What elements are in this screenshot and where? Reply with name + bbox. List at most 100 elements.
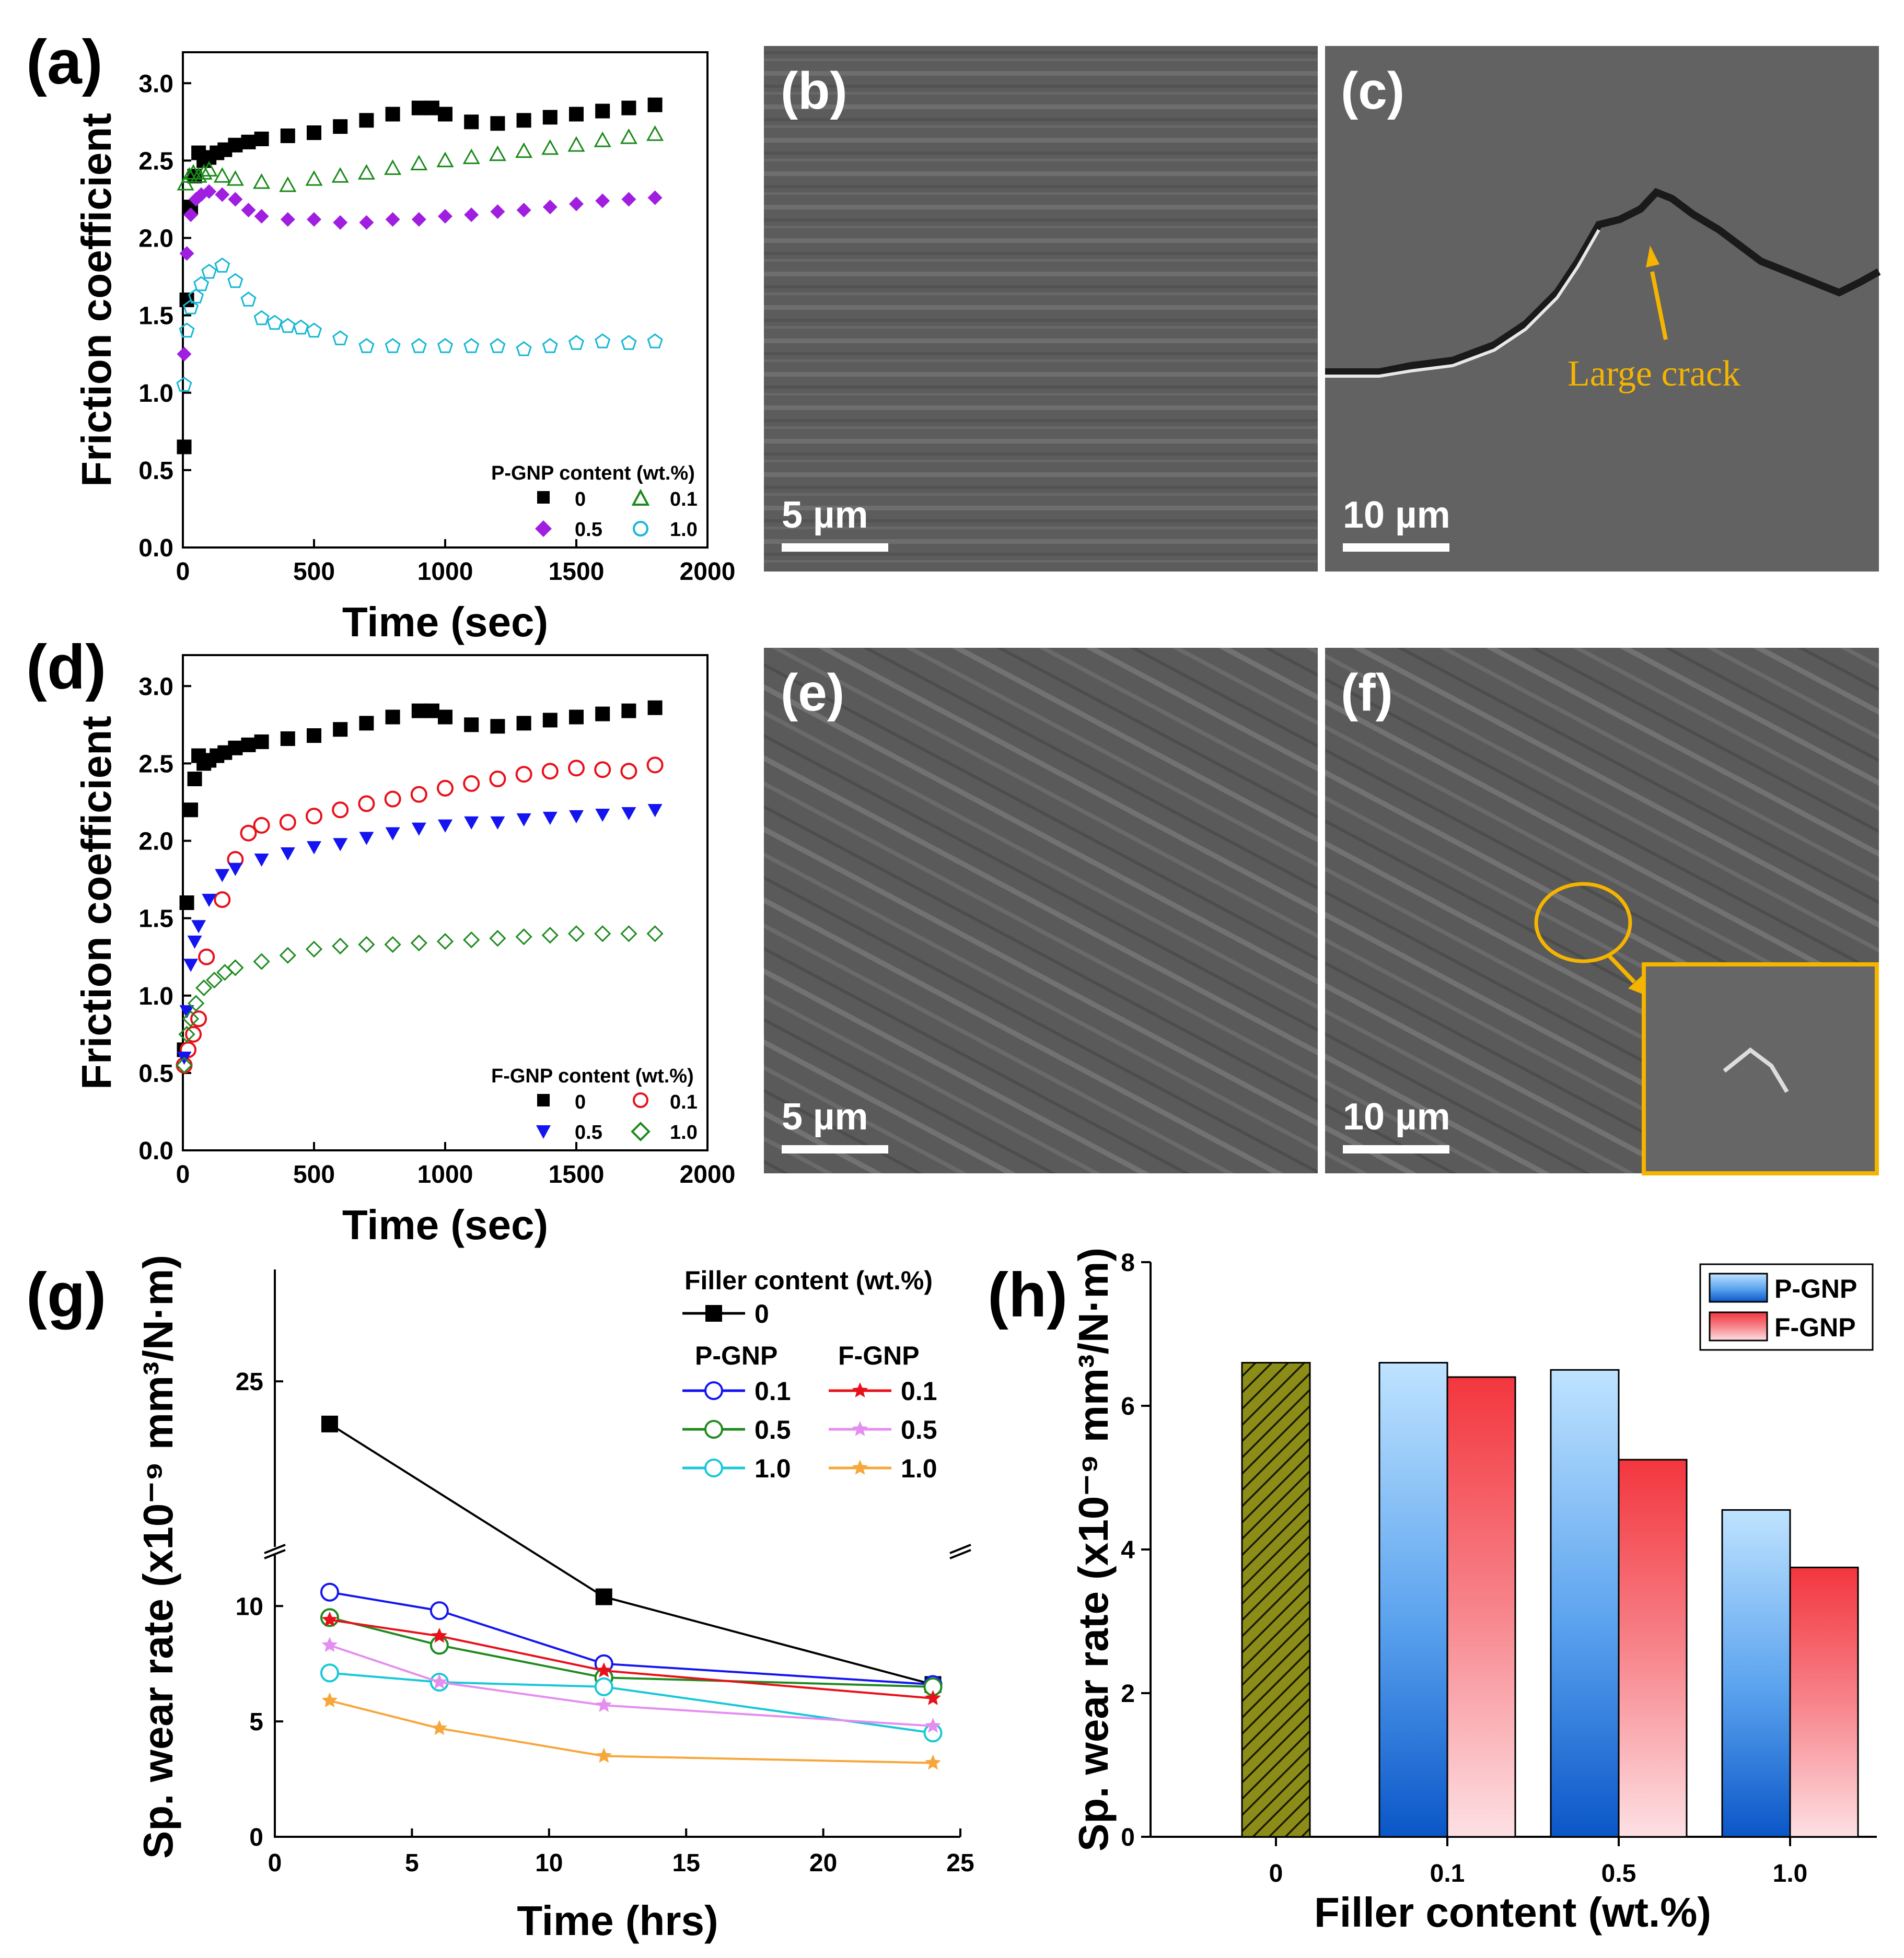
scale-label: 5 µm <box>782 1096 868 1138</box>
bar-p-gnp <box>1721 1509 1791 1838</box>
highlight-ellipse <box>1534 882 1632 963</box>
panel-label-f: (f) <box>1341 663 1393 722</box>
data-point <box>852 1460 868 1475</box>
data-point <box>595 1588 612 1605</box>
data-point <box>182 299 199 314</box>
data-point <box>332 801 349 819</box>
chart-d-ticks: 0 500 1000 1500 2000 0.0 0.5 1.0 1.5 2.0 2.5 3.0 <box>138 673 735 1188</box>
data-point <box>332 937 349 955</box>
data-point <box>621 100 636 115</box>
panel-label-a: (a) <box>26 27 103 97</box>
data-point <box>437 338 454 353</box>
bar-f-gnp <box>1618 1459 1688 1838</box>
legend-label: 0.1 <box>670 1091 698 1113</box>
chart-a-marks <box>176 97 664 454</box>
data-point <box>332 330 349 345</box>
series-line <box>329 1644 933 1727</box>
data-point <box>358 936 375 953</box>
data-point <box>620 763 637 780</box>
data-point <box>305 940 323 958</box>
data-point <box>228 863 243 876</box>
y-tick-label: 1.5 <box>138 905 173 933</box>
data-point <box>307 841 321 855</box>
chart-g-xlabel: Time (hrs) <box>517 1897 718 1944</box>
chart-d-marks <box>176 700 664 1074</box>
data-point <box>176 1056 193 1074</box>
data-point <box>201 263 217 279</box>
data-point <box>925 1718 941 1733</box>
bar-p-gnp <box>1378 1362 1448 1838</box>
y-tick-label: 2.5 <box>138 147 173 175</box>
data-point <box>385 212 400 227</box>
data-point <box>568 760 585 777</box>
x-tick-label: 0 <box>176 558 190 586</box>
data-point <box>411 822 426 836</box>
data-point <box>852 1382 868 1397</box>
data-point <box>594 131 611 147</box>
y-tick-label: 4 <box>1121 1536 1135 1564</box>
data-point <box>463 931 480 949</box>
data-point <box>925 1754 941 1770</box>
data-point <box>567 136 585 152</box>
data-point <box>228 192 243 207</box>
data-point <box>254 209 269 224</box>
data-point <box>215 869 230 882</box>
y-tick-label: 0.5 <box>138 457 173 485</box>
data-point <box>333 119 348 134</box>
legend-marker <box>633 1092 648 1108</box>
data-point <box>241 134 256 149</box>
data-point <box>179 1005 194 1019</box>
data-point <box>410 155 428 170</box>
panel-label-h: (h) <box>988 1260 1067 1330</box>
x-tick-label: 0 <box>176 1161 190 1188</box>
data-point <box>228 137 243 153</box>
data-point <box>567 925 585 942</box>
data-point <box>411 212 426 227</box>
data-point <box>187 995 205 1012</box>
data-point <box>647 97 663 112</box>
chart-h: 0 2 4 6 8 0 0.1 0.5 1.0 Filler content (wt.%) Sp… <box>1070 1248 1877 1936</box>
data-point <box>541 763 559 780</box>
data-point <box>321 1637 338 1652</box>
x-tick-label: 15 <box>672 1849 700 1877</box>
data-point <box>438 107 452 122</box>
data-point <box>464 207 479 223</box>
data-point <box>431 1627 448 1643</box>
data-point <box>464 816 479 830</box>
data-point <box>621 192 636 207</box>
annotation-arrow <box>1650 271 1668 340</box>
data-point <box>307 728 321 743</box>
inset-zoom <box>1642 962 1879 1175</box>
legend-marker <box>537 491 550 504</box>
data-point <box>214 257 230 273</box>
series-line <box>329 1699 933 1764</box>
x-tick-label: 1500 <box>549 558 605 586</box>
data-point <box>227 273 243 288</box>
data-point <box>321 1611 338 1627</box>
data-point <box>385 827 400 841</box>
panel-label-g: (g) <box>26 1260 106 1330</box>
data-point <box>516 813 531 827</box>
data-point <box>647 333 663 348</box>
data-point <box>359 113 374 128</box>
chart-h-legend: P-GNP F-GNP <box>1699 1263 1874 1351</box>
series-line <box>329 1616 933 1688</box>
chart-g: 0 5 10 15 20 25 0 5 10 25 Time (hrs) Sp. wear rat… <box>135 1255 974 1944</box>
data-point <box>646 925 664 942</box>
data-point <box>431 1674 448 1689</box>
legend-marker <box>631 1122 651 1141</box>
data-point <box>187 935 202 949</box>
data-point <box>241 203 256 218</box>
data-point <box>279 176 297 192</box>
data-point <box>384 159 402 175</box>
x-tick-label: 0.5 <box>1601 1860 1636 1887</box>
y-tick-label: 1.0 <box>138 983 173 1010</box>
panel-label-c: (c) <box>1341 62 1404 120</box>
data-point <box>357 164 375 180</box>
data-point <box>463 338 480 353</box>
legend-label: 0.5 <box>575 1122 602 1144</box>
data-point <box>226 170 244 186</box>
legend-label-f-gnp: F-GNP <box>1774 1313 1856 1342</box>
series-line <box>329 1672 933 1734</box>
